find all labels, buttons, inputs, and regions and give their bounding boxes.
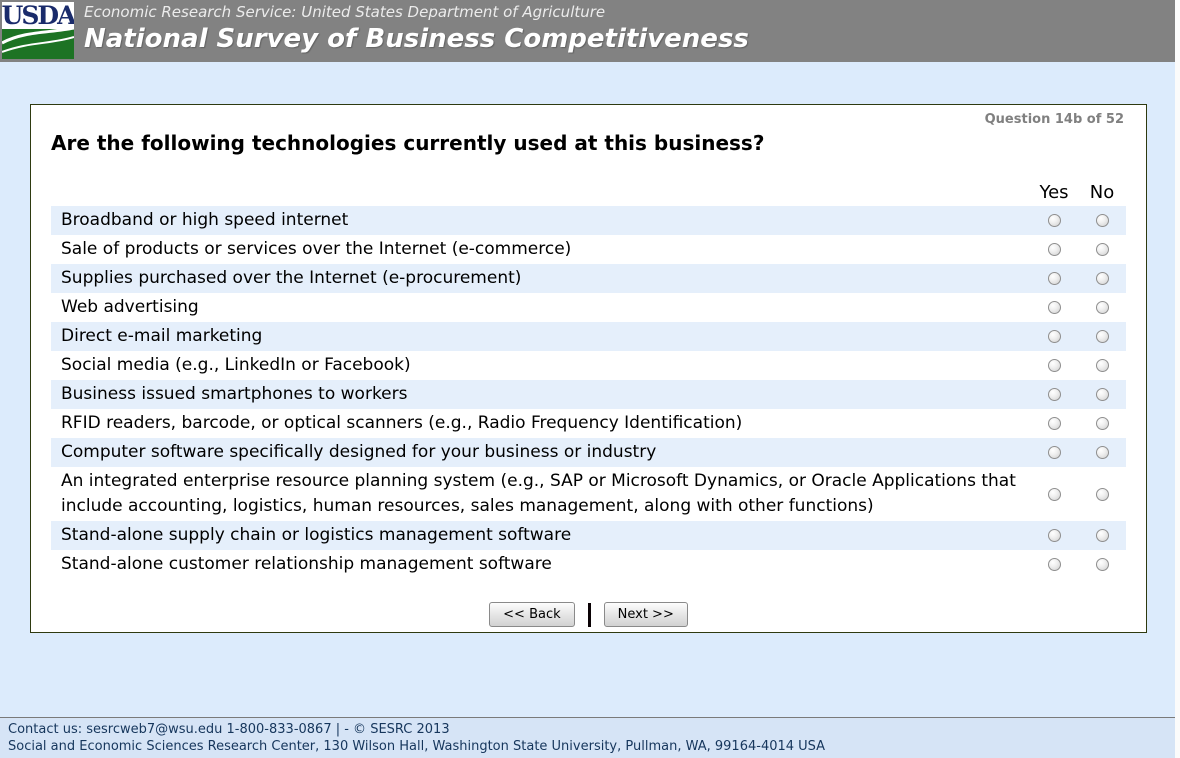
no-cell: [1078, 380, 1126, 409]
radio-yes[interactable]: [1047, 301, 1061, 314]
yes-cell: [1030, 351, 1078, 380]
radio-no[interactable]: [1095, 243, 1109, 256]
table-row: Stand-alone customer relationship manage…: [51, 550, 1126, 579]
table-row: Social media (e.g., LinkedIn or Facebook…: [51, 351, 1126, 380]
yes-cell: [1030, 467, 1078, 521]
no-cell: [1078, 322, 1126, 351]
no-cell: [1078, 409, 1126, 438]
back-button[interactable]: << Back: [489, 602, 575, 627]
question-panel: Question 14b of 52 Are the following tec…: [30, 104, 1147, 633]
tech-grid: Yes No Broadband or high speed internet …: [51, 177, 1126, 579]
table-row: Stand-alone supply chain or logistics ma…: [51, 521, 1126, 550]
usda-logo-text: USDA: [2, 2, 74, 30]
navigation-buttons: << Back Next >>: [31, 602, 1146, 627]
table-row: Business issued smartphones to workers: [51, 380, 1126, 409]
yes-cell: [1030, 380, 1078, 409]
radio-yes[interactable]: [1047, 529, 1061, 542]
row-label: RFID readers, barcode, or optical scanne…: [61, 413, 743, 433]
right-edge-strip: [1175, 0, 1180, 758]
yes-cell: [1030, 550, 1078, 579]
app-header: USDA Economic Research Service: United S…: [0, 0, 1175, 62]
grid-header: Yes No: [51, 177, 1126, 203]
radio-no[interactable]: [1095, 359, 1109, 372]
radio-no[interactable]: [1095, 272, 1109, 285]
table-row: Web advertising: [51, 293, 1126, 322]
no-cell: [1078, 438, 1126, 467]
yes-cell: [1030, 409, 1078, 438]
radio-yes[interactable]: [1047, 558, 1061, 571]
radio-no[interactable]: [1095, 214, 1109, 227]
row-label: Stand-alone customer relationship manage…: [61, 554, 552, 574]
no-cell: [1078, 206, 1126, 235]
row-label: Stand-alone supply chain or logistics ma…: [61, 525, 572, 545]
yes-cell: [1030, 438, 1078, 467]
radio-yes[interactable]: [1047, 272, 1061, 285]
radio-no[interactable]: [1095, 330, 1109, 343]
row-label: An integrated enterprise resource planni…: [61, 471, 1016, 516]
row-label: Computer software specifically designed …: [61, 442, 657, 462]
no-cell: [1078, 293, 1126, 322]
yes-cell: [1030, 521, 1078, 550]
yes-cell: [1030, 235, 1078, 264]
survey-title: National Survey of Business Competitiven…: [84, 24, 749, 54]
no-cell: [1078, 550, 1126, 579]
radio-yes[interactable]: [1047, 214, 1061, 227]
radio-no[interactable]: [1095, 529, 1109, 542]
radio-yes[interactable]: [1047, 359, 1061, 372]
no-cell: [1078, 235, 1126, 264]
yes-cell: [1030, 293, 1078, 322]
row-label: Sale of products or services over the In…: [61, 239, 572, 259]
yes-cell: [1030, 264, 1078, 293]
footer-contact-line: Contact us: sesrcweb7@wsu.edu 1-800-833-…: [8, 722, 450, 737]
yes-cell: [1030, 322, 1078, 351]
radio-no[interactable]: [1095, 558, 1109, 571]
column-header-no: No: [1089, 182, 1115, 203]
table-row: Sale of products or services over the In…: [51, 235, 1126, 264]
table-row: Supplies purchased over the Internet (e-…: [51, 264, 1126, 293]
row-label: Social media (e.g., LinkedIn or Facebook…: [61, 355, 411, 375]
table-row: RFID readers, barcode, or optical scanne…: [51, 409, 1126, 438]
radio-yes[interactable]: [1047, 330, 1061, 343]
usda-logo: USDA: [1, 1, 79, 59]
row-label: Web advertising: [61, 297, 199, 317]
column-header-yes: Yes: [1039, 182, 1069, 203]
row-label: Supplies purchased over the Internet (e-…: [61, 268, 522, 288]
table-row: Broadband or high speed internet: [51, 206, 1126, 235]
usda-logo-graphic: USDA: [1, 1, 79, 59]
radio-no[interactable]: [1095, 301, 1109, 314]
footer-address-line: Social and Economic Sciences Research Ce…: [8, 739, 826, 754]
radio-yes[interactable]: [1047, 487, 1061, 501]
agency-line: Economic Research Service: United States…: [84, 3, 606, 21]
table-row: Direct e-mail marketing: [51, 322, 1126, 351]
page-footer: Contact us: sesrcweb7@wsu.edu 1-800-833-…: [0, 717, 1180, 758]
radio-yes[interactable]: [1047, 446, 1061, 459]
row-label: Business issued smartphones to workers: [61, 384, 408, 404]
radio-yes[interactable]: [1047, 417, 1061, 430]
radio-yes[interactable]: [1047, 243, 1061, 256]
radio-yes[interactable]: [1047, 388, 1061, 401]
no-cell: [1078, 264, 1126, 293]
radio-no[interactable]: [1095, 417, 1109, 430]
no-cell: [1078, 467, 1126, 521]
row-label: Direct e-mail marketing: [61, 326, 263, 346]
table-row: Computer software specifically designed …: [51, 438, 1126, 467]
button-separator: [587, 602, 591, 627]
radio-no[interactable]: [1095, 388, 1109, 401]
radio-no[interactable]: [1095, 446, 1109, 459]
radio-no[interactable]: [1095, 487, 1109, 501]
question-progress: Question 14b of 52: [984, 112, 1124, 127]
no-cell: [1078, 521, 1126, 550]
row-label: Broadband or high speed internet: [61, 210, 349, 230]
yes-cell: [1030, 206, 1078, 235]
next-button[interactable]: Next >>: [603, 602, 688, 627]
question-title: Are the following technologies currently…: [51, 131, 765, 155]
no-cell: [1078, 351, 1126, 380]
tech-rows: Broadband or high speed internet Sale of…: [51, 206, 1126, 579]
table-row: An integrated enterprise resource planni…: [51, 467, 1126, 521]
